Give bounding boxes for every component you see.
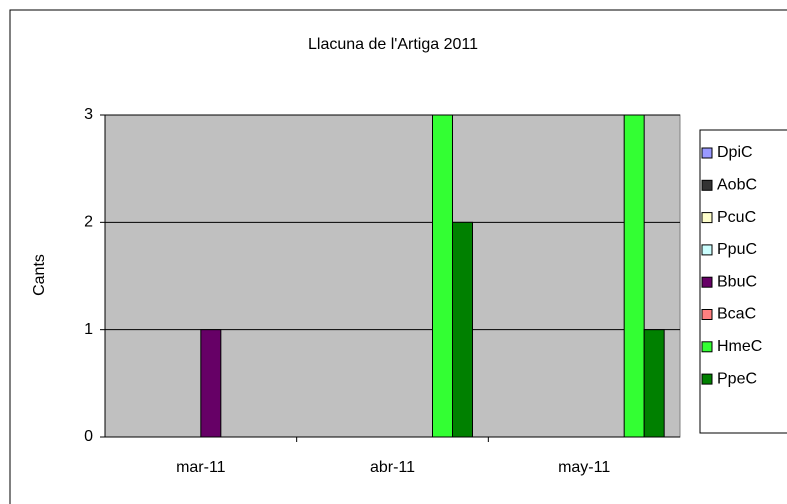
legend-swatch [701,341,713,353]
legend-swatch [701,179,713,191]
bar [452,221,473,438]
legend-label: PpeC [717,370,757,387]
legend-swatch [701,276,713,288]
plot-area [104,114,681,438]
y-tick-label: 1 [84,321,93,338]
y-axis-label: Cants [31,254,48,296]
legend-swatch [701,244,713,256]
x-tick-label: abr-11 [370,459,415,476]
x-tick-label: mar-11 [176,459,226,476]
bar [643,329,665,438]
chart-title: Llacuna de l'Artiga 2011 [308,36,478,53]
y-tick-label: 2 [84,214,93,231]
y-tick-label: 0 [84,428,93,445]
legend-label: HmeC [717,338,762,355]
legend-label: PcuC [717,209,756,226]
legend-swatch [701,212,713,224]
x-tick-label: may-11 [558,459,610,476]
legend-label: DpiC [717,144,753,161]
legend-label: AobC [717,177,757,194]
bar [432,114,453,438]
bar [200,329,222,438]
legend-swatch [701,309,713,320]
legend-label: BcaC [717,306,756,323]
y-tick-label: 3 [84,106,93,123]
legend-swatch [701,147,713,159]
legend-box [699,129,787,434]
legend-label: BbuC [717,273,757,290]
bar [623,114,645,438]
legend-swatch [701,373,713,385]
legend-label: PpuC [717,241,757,258]
